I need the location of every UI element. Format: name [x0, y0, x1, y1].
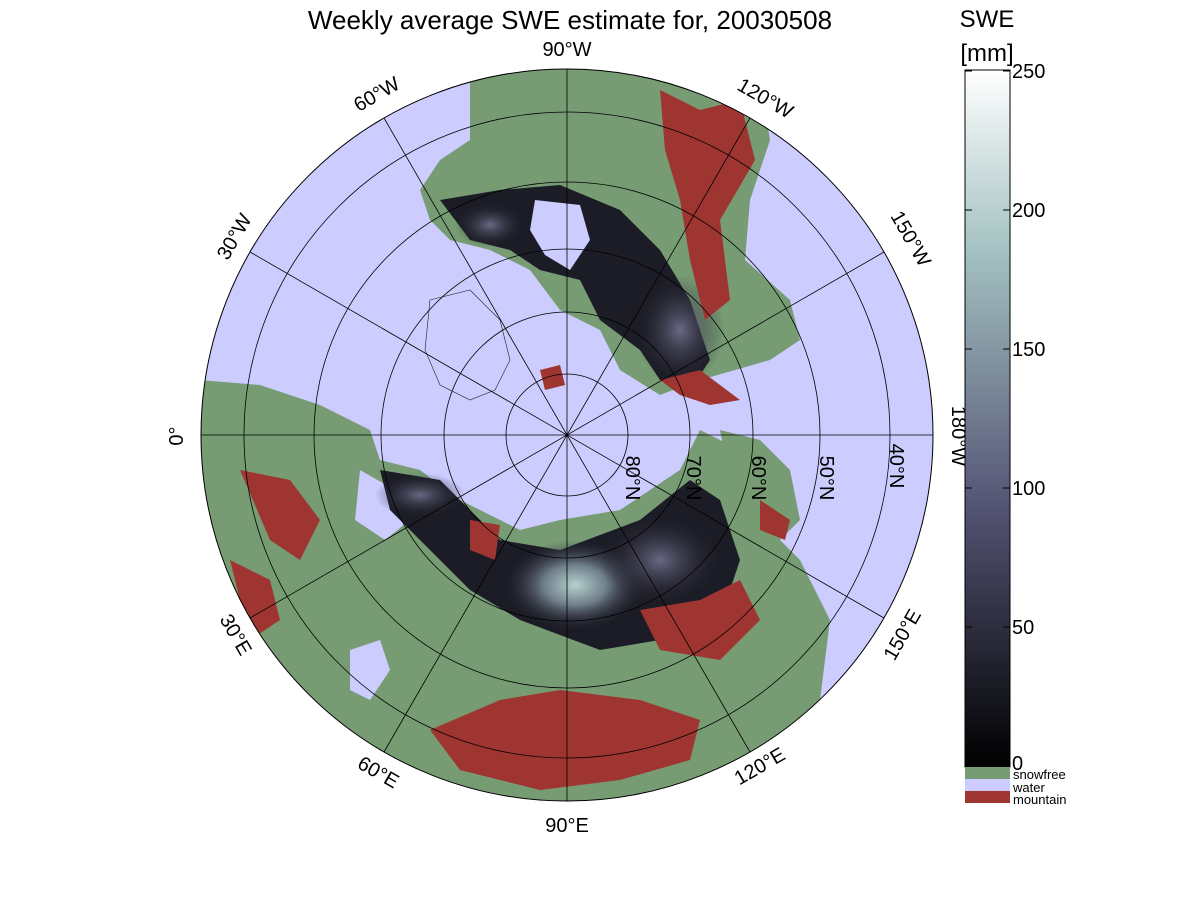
graticule — [201, 69, 933, 801]
hudson-bay — [530, 200, 590, 270]
colorbar-title: SWE — [959, 6, 1015, 33]
iberia-mountains — [230, 560, 280, 640]
colorbar-tick-0: 0 — [1012, 753, 1024, 775]
meridian-150W-30E — [249, 251, 885, 619]
lon-label-60w: 60°W — [350, 73, 404, 117]
rockies-mountains — [660, 90, 755, 320]
lon-label-150w: 150°W — [886, 207, 935, 270]
legend-label-snowfree: snowfree — [1013, 767, 1066, 782]
lon-label-150e: 150°E — [880, 606, 926, 664]
legend-swatch-water — [965, 779, 1010, 791]
colorbar — [964, 69, 1011, 768]
lat-label-80n: 80°N — [621, 456, 643, 501]
map-border — [200, 68, 934, 802]
legend-swatch-snowfree — [965, 767, 1010, 779]
landmass-greenland — [424, 289, 511, 401]
lon-label-180w: 180°W — [947, 406, 969, 466]
lat-label-50n: 50°N — [815, 456, 837, 501]
snow-mid-siberia — [600, 515, 720, 605]
central-asia-mountains — [430, 690, 700, 790]
mountain-regions — [230, 90, 790, 790]
svalbard — [540, 365, 565, 390]
lon-label-0: 0° — [166, 426, 188, 445]
legend-label-water: water — [1013, 780, 1045, 795]
lat-label-60n: 60°N — [747, 456, 769, 501]
lon-label-90w: 90°W — [542, 39, 591, 61]
figure-title: Weekly average SWE estimate for, 2003050… — [307, 5, 833, 35]
ural-mountains — [470, 520, 500, 560]
lat-label-70n: 70°N — [682, 456, 704, 501]
landmass-far-east — [720, 430, 800, 540]
colorbar-ticks — [965, 70, 1010, 628]
map-disk — [201, 69, 933, 801]
colorbar-tick-250: 250 — [1012, 61, 1046, 83]
colorbar-tick-200: 200 — [1012, 200, 1046, 222]
caspian-sea — [350, 640, 390, 700]
legend-label-mountain: mountain — [1013, 792, 1067, 807]
colorbar-tick-150: 150 — [1012, 339, 1046, 361]
latitude-labels: 80°N 70°N 60°N 50°N 40°N — [621, 444, 907, 501]
legend-swatch-mountain — [965, 791, 1010, 803]
snow-scandinavia — [375, 473, 465, 517]
alaska-range — [660, 370, 740, 405]
snow-labrador — [455, 203, 525, 247]
alps-caucasus — [240, 470, 320, 560]
lat-label-40n: 40°N — [885, 444, 907, 489]
colorbar-tick-100: 100 — [1012, 478, 1046, 500]
siberian-mountains — [640, 580, 760, 660]
lon-label-90e: 90°E — [545, 815, 589, 837]
colorbar-tick-50: 50 — [1012, 617, 1035, 639]
kamchatka-mountains — [760, 500, 790, 540]
colorbar-units: [mm] — [960, 40, 1014, 67]
